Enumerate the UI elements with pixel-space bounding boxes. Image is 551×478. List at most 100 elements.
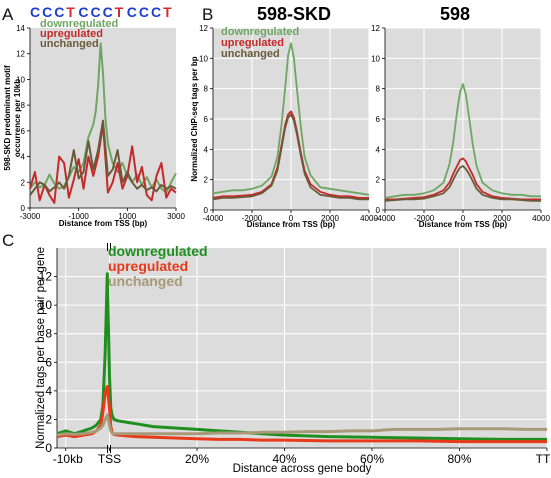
x-axis-label: Distance from TSS (bp) — [419, 220, 508, 229]
motif-letter: C — [139, 4, 149, 20]
y-tick-label: 4 — [204, 145, 209, 154]
x-tick-label: -4000 — [375, 214, 396, 223]
y-tick-label: 0 — [21, 204, 26, 213]
series-line-upregulated — [212, 110, 369, 199]
y-tick-label: 10 — [199, 54, 208, 63]
y-tick-label: 12 — [371, 24, 380, 33]
x-tick-label: 80% — [447, 452, 471, 466]
x-axis-label: Distance from TSS (bp) — [247, 220, 336, 229]
legend-entry-downregulated: downregulated — [221, 26, 299, 38]
motif-letter: T — [163, 4, 172, 20]
y-axis-label: 598-SKD predominant motifoccurrence per … — [3, 65, 22, 171]
x-tick-label: 60% — [360, 452, 384, 466]
y-tick-label: 10 — [16, 75, 25, 84]
x-tick-label: 20% — [185, 452, 209, 466]
y-tick-label: 2 — [21, 178, 26, 187]
y-tick-label: 2 — [204, 176, 209, 185]
legend-entry-downregulated: downregulated — [108, 243, 208, 259]
panel-letter-c: C — [2, 231, 14, 250]
y-tick-label: 2 — [376, 176, 381, 185]
series-line-downregulated — [384, 83, 541, 199]
y-tick-label: 8 — [376, 85, 381, 94]
x-tick-label: -2000 — [414, 214, 435, 223]
x-tick-label: -3000 — [20, 212, 41, 221]
chart-title: 598 — [440, 4, 470, 24]
x-axis-label: Distance across gene body — [233, 463, 372, 475]
y-tick-label: 12 — [16, 50, 25, 59]
legend-entry-unchanged: unchanged — [108, 273, 183, 289]
y-tick-label: 14 — [16, 24, 25, 33]
x-tick-label: 0 — [289, 214, 294, 223]
x-tick-label: -2000 — [242, 214, 263, 223]
y-tick-label: 8 — [21, 101, 26, 110]
x-tick-label: -10kb — [53, 452, 83, 466]
motif-letter: C — [151, 4, 161, 20]
motif-letter: C — [78, 4, 88, 20]
y-tick-label: 6 — [45, 355, 52, 369]
x-tick-label: 1000 — [118, 212, 136, 221]
plot-area — [30, 28, 176, 208]
y-tick-label: 12 — [39, 270, 53, 284]
series-line-downregulated — [56, 272, 547, 441]
x-tick-label: TTS — [536, 452, 551, 466]
x-axis-label: Distance from TSS (bp) — [59, 219, 148, 228]
series-line-upregulated — [385, 157, 541, 201]
y-tick-label: 0 — [376, 206, 381, 215]
x-tick-label: 4000 — [360, 214, 378, 223]
y-tick-label: 8 — [204, 85, 209, 94]
motif-letter: C — [127, 4, 137, 20]
y-tick-label: 0 — [204, 206, 209, 215]
y-axis-label: Normalized ChIP-seq tags per bp — [190, 56, 199, 181]
motif-letter: C — [30, 4, 40, 20]
x-tick-label: 4000 — [532, 214, 550, 223]
series-line-unchanged — [56, 413, 547, 437]
y-tick-label: 4 — [21, 153, 26, 162]
motif-letter: C — [103, 4, 113, 20]
y-tick-label: 10 — [371, 54, 380, 63]
series-line-unchanged — [212, 113, 369, 201]
legend-entry-unchanged: unchanged — [40, 38, 99, 50]
x-tick-label: -4000 — [203, 214, 224, 223]
chart-c: 0 2 4 6 8 10 12 -10kb TSS 20% 40% 60% 80% TTS downregu… — [35, 243, 551, 475]
legend-entry-downregulated: downregulated — [40, 18, 118, 30]
x-tick-label: 40% — [272, 452, 296, 466]
plot-area — [57, 248, 547, 448]
legend-entry-upregulated: upregulated — [221, 37, 284, 49]
panel-letter-b: B — [202, 5, 213, 24]
y-tick-label: 12 — [199, 24, 208, 33]
y-tick-label: 4 — [376, 145, 381, 154]
y-tick-label: 6 — [204, 115, 209, 124]
y-axis-label: Normalized tags per base pair per gene — [35, 247, 47, 449]
chart-b1: 0 2 4 6 8 10 12 -4000 -2000 0 2000 4000 downregulate… — [190, 4, 378, 229]
y-tick-label: 4 — [45, 384, 52, 398]
x-tick-label: 0 — [461, 214, 466, 223]
legend-entry-upregulated: upregulated — [108, 258, 188, 274]
motif-letter: C — [42, 4, 52, 20]
x-tick-label: -1000 — [68, 212, 89, 221]
motif-letter: C — [91, 4, 101, 20]
panel-letter-a: A — [2, 5, 14, 24]
motif-letter: T — [115, 4, 124, 20]
chart-a: 0 2 4 6 8 10 12 14 -3000 -1000 1000 3000 downregulat… — [3, 18, 185, 228]
x-tick-label: 3000 — [167, 212, 185, 221]
series-line-downregulated — [212, 42, 370, 196]
y-tick-label: 0 — [45, 441, 52, 455]
y-tick-label: 6 — [376, 115, 381, 124]
y-tick-label: 2 — [45, 412, 52, 426]
motif-letter: C — [54, 4, 64, 20]
y-tick-label: 6 — [21, 127, 26, 136]
y-tick-label: 8 — [45, 327, 52, 341]
y-tick-label: 10 — [39, 298, 53, 312]
series-line-unchanged — [29, 119, 177, 196]
series-line-unchanged — [384, 165, 541, 202]
x-tick-label: 2000 — [493, 214, 511, 223]
legend-entry-upregulated: upregulated — [40, 28, 103, 40]
chart-title: 598-SKD — [257, 4, 331, 24]
legend-entry-unchanged: unchanged — [221, 48, 280, 60]
x-tick-label: TSS — [98, 452, 121, 466]
chart-b2: 0 2 4 6 8 10 12 -4000 -2000 0 2000 4000 598 Distance … — [371, 4, 550, 229]
motif-letter: T — [66, 4, 75, 20]
x-tick-label: 2000 — [321, 214, 339, 223]
